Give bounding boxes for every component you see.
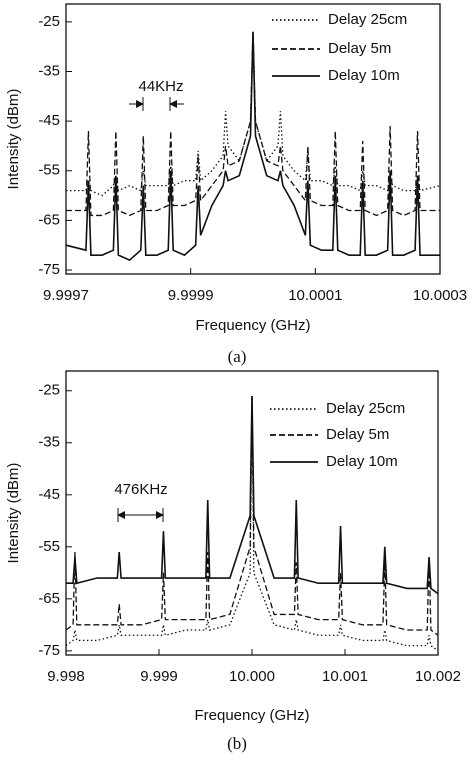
annotation: 44KHz (138, 78, 183, 95)
x-tick-label: 10.000 (229, 668, 275, 685)
x-tick-label: 10.0003 (413, 287, 467, 304)
legend-label: Delay 10m (328, 67, 400, 84)
series-line (66, 395, 439, 595)
legend-label: Delay 10m (326, 453, 398, 470)
x-tick-label: 10.0001 (288, 287, 342, 304)
x-tick-label: 9.9999 (168, 287, 214, 304)
legend-label: Delay 25cm (326, 400, 405, 417)
y-tick-label: -25 (38, 13, 60, 30)
series-line (65, 31, 440, 262)
y-tick-label: -65 (38, 211, 60, 228)
y-axis-label: Intensity (dBm) (5, 463, 22, 564)
y-tick-label: -45 (38, 112, 60, 129)
y-tick-label: -55 (38, 538, 60, 555)
y-tick-label: -75 (38, 261, 60, 278)
annotation: 476KHz (114, 481, 167, 498)
x-tick-label: 10.001 (322, 668, 368, 685)
y-tick-label: -65 (38, 590, 60, 607)
y-tick-label: -75 (38, 642, 60, 659)
legend-label: Delay 5m (326, 426, 389, 443)
y-tick-label: -45 (38, 486, 60, 503)
legend-label: Delay 25cm (328, 11, 407, 28)
caption: (b) (227, 734, 247, 753)
x-tick-label: 9.9997 (43, 287, 89, 304)
y-tick-label: -55 (38, 162, 60, 179)
plot-frame (65, 3, 441, 275)
y-tick-label: -25 (38, 382, 60, 399)
y-axis-label: Intensity (dBm) (5, 89, 22, 190)
x-tick-label: 9.998 (47, 668, 85, 685)
x-tick-label: 10.002 (415, 668, 461, 685)
x-tick-label: 9.999 (140, 668, 178, 685)
series-line (66, 31, 440, 217)
y-tick-label: -35 (38, 434, 60, 451)
y-tick-label: -35 (38, 62, 60, 79)
x-axis-label: Frequency (GHz) (195, 317, 310, 334)
x-axis-label: Frequency (GHz) (194, 707, 309, 724)
legend-label: Delay 5m (328, 40, 391, 57)
caption: (a) (228, 347, 247, 366)
